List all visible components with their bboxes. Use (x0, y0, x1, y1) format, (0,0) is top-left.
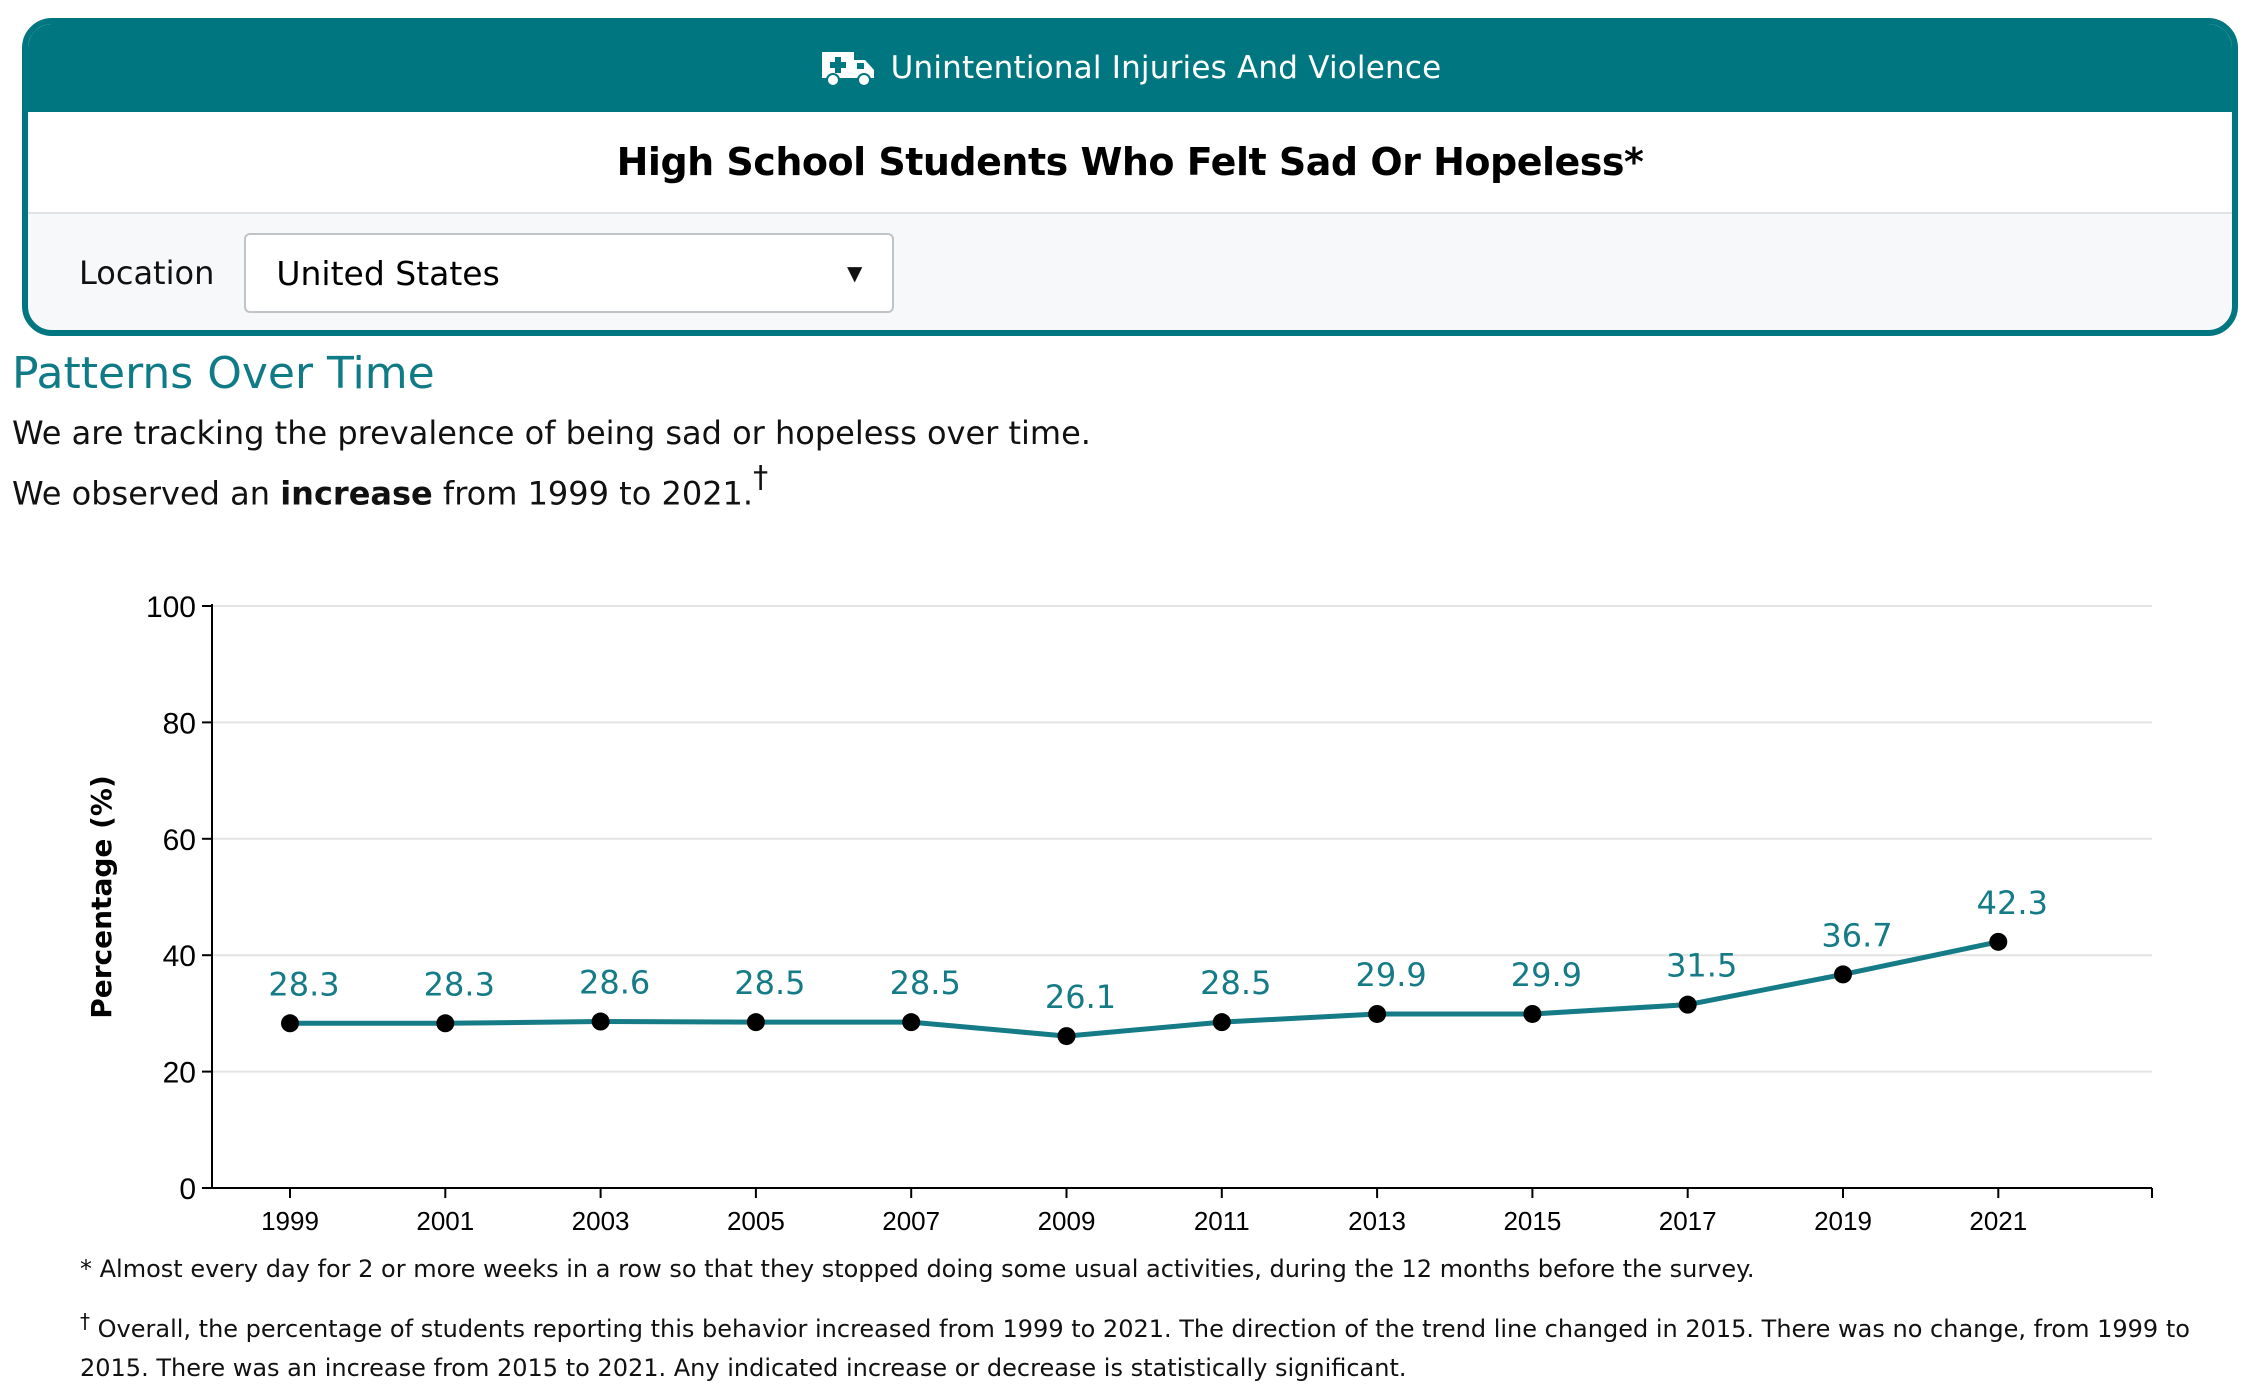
data-point (1368, 1004, 1387, 1023)
data-label: 29.9 (1511, 956, 1582, 994)
x-tick-label: 2005 (727, 1206, 785, 1236)
data-point (902, 1013, 921, 1032)
y-tick-label: 60 (163, 824, 196, 857)
data-point (746, 1013, 765, 1032)
y-tick-label: 0 (179, 1173, 196, 1206)
page-title-row: High School Students Who Felt Sad Or Hop… (28, 112, 2232, 214)
location-label: Location (79, 254, 215, 292)
location-selected-value: United States (276, 253, 500, 293)
x-tick-label: 2003 (572, 1206, 630, 1236)
data-point (281, 1014, 299, 1033)
footnote-trend: † Overall, the percentage of students re… (80, 1302, 2220, 1388)
trend-result-prefix: We observed an (12, 474, 281, 513)
x-tick-label: 2021 (1969, 1206, 2027, 1236)
data-point (436, 1014, 455, 1033)
data-label: 28.6 (579, 964, 650, 1002)
series-line (290, 939, 1999, 1039)
data-label: 28.3 (268, 965, 339, 1003)
data-point (591, 1012, 610, 1031)
x-tick-label: 2013 (1348, 1206, 1406, 1236)
data-label: 28.5 (734, 964, 805, 1002)
y-axis-label: Percentage (%) (85, 775, 118, 1019)
location-select[interactable]: United States ▼ (244, 233, 895, 313)
data-point (1989, 932, 2008, 951)
data-label: 31.5 (1666, 947, 1737, 985)
x-tick-label: 2015 (1503, 1206, 1561, 1236)
data-label: 26.1 (1045, 978, 1116, 1016)
y-tick-label: 100 (146, 591, 196, 624)
card-header: Unintentional Injuries And Violence (28, 24, 2232, 112)
data-label: 28.5 (890, 964, 961, 1002)
data-point (1212, 1013, 1231, 1032)
data-label: 42.3 (1977, 884, 2048, 922)
data-point (1057, 1027, 1076, 1046)
data-label: 28.5 (1200, 964, 1271, 1002)
dagger-mark: † (753, 460, 769, 495)
ambulance-icon (821, 52, 874, 87)
trend-result-suffix: from 1999 to 2021. (432, 474, 754, 513)
footnote-definition: * Almost every day for 2 or more weeks i… (80, 1255, 1755, 1283)
data-label: 36.7 (1821, 916, 1892, 954)
category-title: Unintentional Injuries And Violence (890, 50, 1442, 86)
data-label: 28.3 (424, 965, 495, 1003)
x-tick-label: 2009 (1038, 1206, 1096, 1236)
y-tick-label: 20 (163, 1057, 196, 1090)
data-label: 29.9 (1355, 956, 1426, 994)
x-tick-label: 1999 (261, 1206, 319, 1236)
x-tick-label: 2019 (1814, 1206, 1872, 1236)
y-tick-label: 40 (163, 940, 196, 973)
chevron-down-icon: ▼ (846, 261, 863, 285)
y-tick-label: 80 (163, 707, 196, 740)
page-title: High School Students Who Felt Sad Or Hop… (616, 140, 1644, 184)
x-tick-label: 2007 (882, 1206, 940, 1236)
trend-description: We are tracking the prevalence of being … (12, 414, 1091, 452)
x-tick-label: 2017 (1659, 1206, 1717, 1236)
trend-chart: 0 20 40 60 80 100 Percentage (%) 1999 2001 2003 20… (85, 591, 2153, 1236)
x-tick-label: 2001 (416, 1206, 474, 1236)
filter-row: Location United States ▼ (28, 214, 2232, 330)
data-point (1834, 965, 1852, 984)
trend-direction: increase (280, 474, 433, 513)
footnote-dagger: † (80, 1309, 90, 1333)
x-tick-label: 2011 (1194, 1206, 1250, 1236)
footnote-trend-text: Overall, the percentage of students repo… (80, 1315, 2190, 1382)
data-point (1678, 995, 1697, 1014)
topic-card: Unintentional Injuries And Violence High… (22, 18, 2238, 336)
data-point (1523, 1004, 1542, 1023)
trend-result: We observed an increase from 1999 to 202… (12, 460, 768, 513)
section-title: Patterns Over Time (12, 348, 435, 399)
